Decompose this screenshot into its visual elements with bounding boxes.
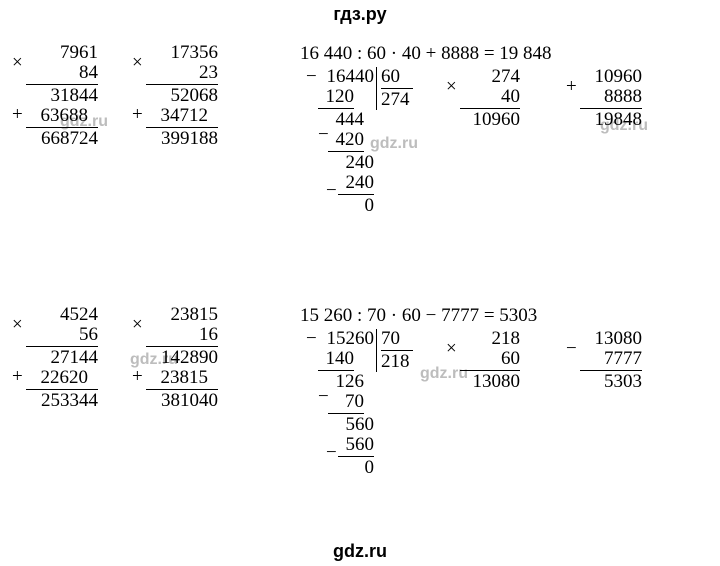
- partial-2: 22620: [26, 368, 98, 388]
- step: 560: [318, 415, 374, 435]
- division-block-1: − 16440 120 − 444 420 − 240 240 0 60 274: [318, 67, 374, 216]
- factor-a: 274: [460, 67, 520, 87]
- expression-2: 15 260 : 70 · 60 − 7777 = 5303: [300, 305, 537, 327]
- divisor: 70: [381, 329, 413, 351]
- addend-b: 8888: [580, 87, 642, 107]
- minus-icon: −: [326, 181, 337, 201]
- product: 13080: [460, 372, 520, 392]
- page-footer: gdz.ru: [0, 541, 720, 562]
- plus-icon: +: [132, 367, 143, 387]
- partial-2: 23815: [146, 368, 218, 388]
- page-title: гдз.ру: [0, 0, 720, 25]
- times-icon: ×: [446, 77, 457, 97]
- divisor: 60: [381, 67, 413, 89]
- factor-b: 40: [460, 87, 520, 107]
- factor-a: 17356: [146, 43, 218, 63]
- minus-icon: −: [326, 443, 337, 463]
- sub-block-1: − 13080 7777 5303: [580, 329, 642, 392]
- factor-b: 84: [26, 63, 98, 83]
- partial-1: 142890: [146, 348, 218, 368]
- partial-2: 63688: [26, 106, 98, 126]
- partial-1: 52068: [146, 86, 218, 106]
- factor-a: 7961: [26, 43, 98, 63]
- minus-icon: −: [318, 387, 329, 407]
- quotient: 218: [381, 351, 413, 372]
- mult-block-6: × 218 60 13080: [460, 329, 520, 392]
- add-block-1: + 10960 8888 19848: [580, 67, 642, 130]
- mult-block-2: × 17356 23 + 52068 34712 399188: [146, 43, 218, 149]
- addend-a: 10960: [580, 67, 642, 87]
- times-icon: ×: [12, 53, 23, 73]
- dividend: 16440: [318, 67, 374, 87]
- factor-a: 23815: [146, 305, 218, 325]
- mult-block-3: × 4524 56 + 27144 22620 253344: [26, 305, 98, 411]
- product: 381040: [146, 391, 218, 411]
- product: 253344: [26, 391, 98, 411]
- product: 668724: [26, 129, 98, 149]
- subtrahend: 7777: [580, 349, 642, 369]
- difference: 5303: [580, 372, 642, 392]
- minus-icon: −: [306, 67, 317, 87]
- content-area: gdz.ru gdz.ru gdz.ru gdz.ru gdz.ru × 796…: [0, 25, 720, 545]
- watermark: gdz.ru: [370, 135, 418, 153]
- partial-1: 27144: [26, 348, 98, 368]
- expression-1: 16 440 : 60 · 40 + 8888 = 19 848: [300, 43, 552, 65]
- times-icon: ×: [132, 315, 143, 335]
- mult-block-5: × 274 40 10960: [460, 67, 520, 130]
- plus-icon: +: [132, 105, 143, 125]
- factor-b: 60: [460, 349, 520, 369]
- step: 240: [318, 153, 374, 173]
- sum: 19848: [580, 110, 642, 130]
- factor-b: 16: [146, 325, 218, 345]
- division-block-2: − 15260 140 − 126 70 − 560 560 0 70 218: [318, 329, 374, 478]
- times-icon: ×: [12, 315, 23, 335]
- minus-icon: −: [306, 329, 317, 349]
- factor-b: 23: [146, 63, 218, 83]
- mult-block-1: × 7961 84 + 31844 63688 668724: [26, 43, 98, 149]
- step: 120: [318, 87, 374, 107]
- quotient: 274: [381, 89, 413, 110]
- plus-icon: +: [12, 367, 23, 387]
- factor-a: 218: [460, 329, 520, 349]
- dividend: 15260: [318, 329, 374, 349]
- product: 399188: [146, 129, 218, 149]
- minuend: 13080: [580, 329, 642, 349]
- mult-block-4: × 23815 16 + 142890 23815 381040: [146, 305, 218, 411]
- partial-2: 34712: [146, 106, 218, 126]
- factor-a: 4524: [26, 305, 98, 325]
- minus-icon: −: [566, 339, 577, 359]
- step: 140: [318, 349, 374, 369]
- product: 10960: [460, 110, 520, 130]
- factor-b: 56: [26, 325, 98, 345]
- minus-icon: −: [318, 125, 329, 145]
- times-icon: ×: [132, 53, 143, 73]
- plus-icon: +: [12, 105, 23, 125]
- partial-1: 31844: [26, 86, 98, 106]
- times-icon: ×: [446, 339, 457, 359]
- plus-icon: +: [566, 77, 577, 97]
